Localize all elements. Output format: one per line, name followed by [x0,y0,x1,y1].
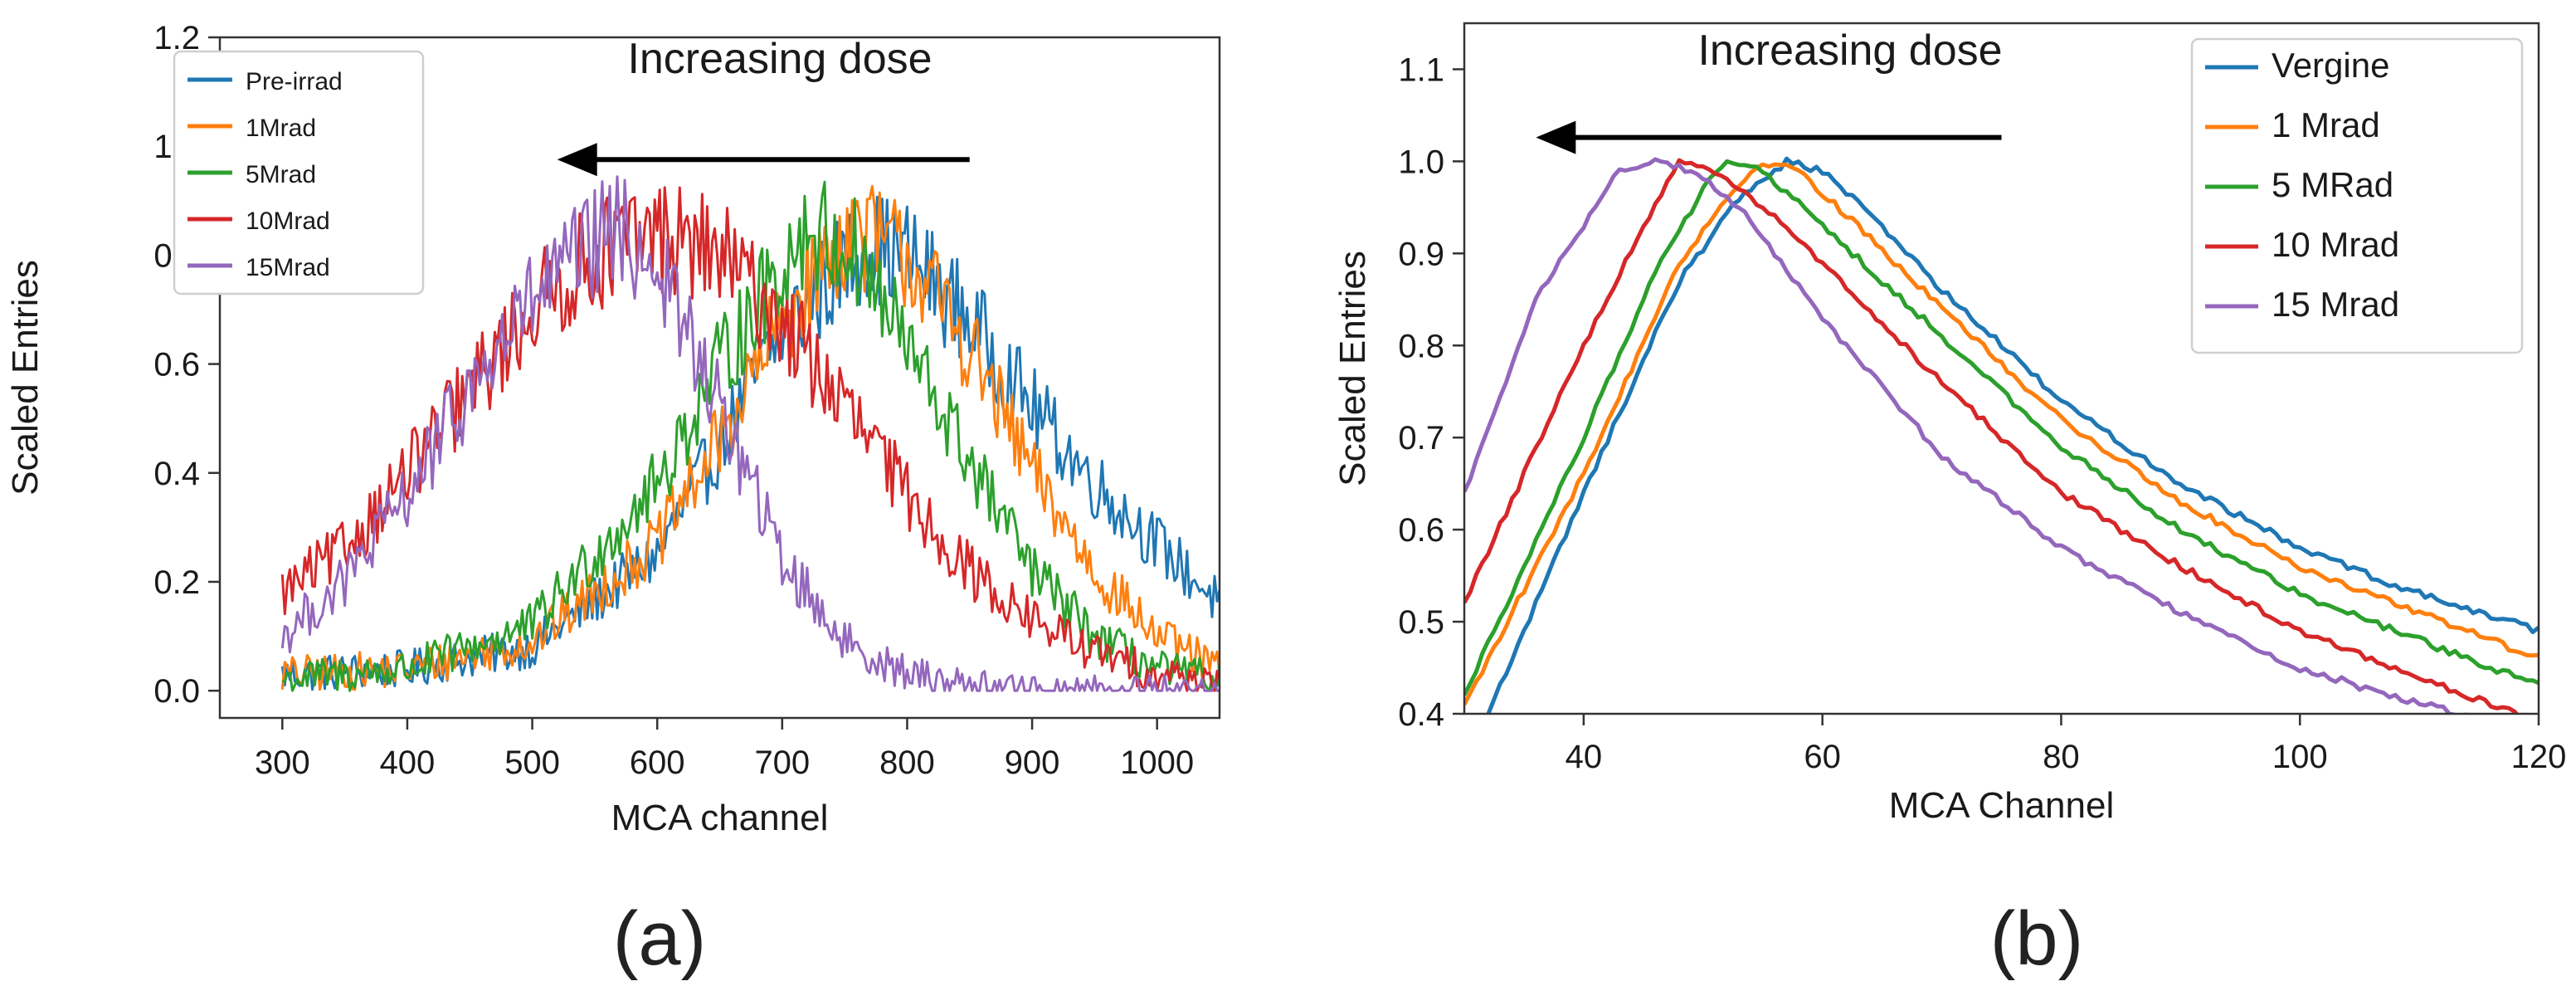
plot-frame-a [218,36,1221,720]
x-tick-label-a-600: 600 [630,744,685,781]
plot-area-b [1464,156,2539,714]
annotation-text-b: Increasing dose [1697,27,2002,75]
x-axis-label-b: MCA Channel [1889,785,2114,826]
legend-label-b-2: 5 MRad [2272,165,2393,204]
y-axis-label-b: Scaled Entries [1332,251,1373,486]
x-tick-label-b-40: 40 [1566,739,1603,775]
y-tick-label-b-5: 0.9 [1398,236,1444,272]
annotation-text-a: Increasing dose [627,35,932,83]
x-tick-label-b-80: 80 [2043,739,2080,775]
series-line-a-15mrad [280,175,1220,692]
annotation-arrowhead-b [1536,120,1576,154]
legend-label-a-1: 1Mrad [246,115,316,142]
x-tick-label-a-700: 700 [754,744,810,781]
y-tick-label-a-6: 1.2 [153,20,200,56]
legend-label-a-4: 15Mrad [246,254,330,281]
x-tick-label-b-120: 120 [2511,739,2567,775]
panel-label-a: (a) [613,896,706,981]
y-tick-label-b-1: 0.5 [1398,604,1444,641]
legend-label-b-4: 15 Mrad [2272,285,2399,324]
y-tick-label-a-2: 0.4 [153,456,200,492]
x-tick-label-a-400: 400 [380,744,436,781]
series-line-b-10-mrad [1464,158,2529,714]
y-tick-label-a-1: 0.2 [153,564,200,601]
chart-panel-b: 40 60 80 100 120 0.4 0.5 0.6 0.7 0.8 0.9 1.0 1.1 MCA … [1332,22,2567,826]
y-tick-label-b-6: 1.0 [1398,144,1444,180]
x-tick-label-a-500: 500 [504,744,560,781]
legend-box-b [2190,37,2524,354]
legend-label-b-3: 10 Mrad [2272,225,2399,264]
y-tick-label-a-0: 0.0 [153,673,200,710]
y-tick-label-b-2: 0.6 [1398,512,1444,549]
y-tick-label-b-4: 0.8 [1398,328,1444,364]
x-tick-label-a-1000: 1000 [1120,744,1194,781]
series-line-a-1mrad [280,184,1220,691]
series-line-a-5mrad [281,180,1220,692]
x-tick-label-b-60: 60 [1804,739,1841,775]
x-tick-label-a-800: 800 [879,744,935,781]
series-line-b-5-mrad [1464,159,2539,696]
legend-label-a-3: 10Mrad [246,207,330,235]
series-line-b-15-mrad [1464,157,2467,714]
series-line-b-1-mrad [1464,162,2539,706]
x-axis-label-a: MCA channel [611,798,829,838]
y-axis-label-a: Scaled Entries [5,260,46,495]
x-tick-label-b-100: 100 [2272,739,2328,775]
y-tick-label-a-3: 0.6 [153,347,200,383]
legend-label-a-0: Pre-irrad [246,68,343,95]
annotation-arrowhead-a [557,143,597,177]
y-tick-label-b-3: 0.7 [1398,420,1444,456]
x-tick-label-a-300: 300 [255,744,310,781]
series-line-b-vergine [1486,156,2539,714]
y-tick-label-b-7: 1.1 [1398,51,1444,88]
y-tick-label-b-0: 0.4 [1398,696,1444,733]
chart-panel-a: 30040050060070080090010000.00.20.40.60.8… [5,20,1221,838]
panel-label-b: (b) [1990,896,2083,981]
legend-label-a-2: 5Mrad [246,161,316,188]
legend-label-b-1: 1 Mrad [2272,105,2380,144]
legend-label-b-0: Vergine [2272,46,2389,85]
x-tick-label-a-900: 900 [1005,744,1060,781]
plot-frame-b [1463,22,2540,715]
plot-area-a [280,175,1220,692]
legend-box-a [173,50,425,295]
